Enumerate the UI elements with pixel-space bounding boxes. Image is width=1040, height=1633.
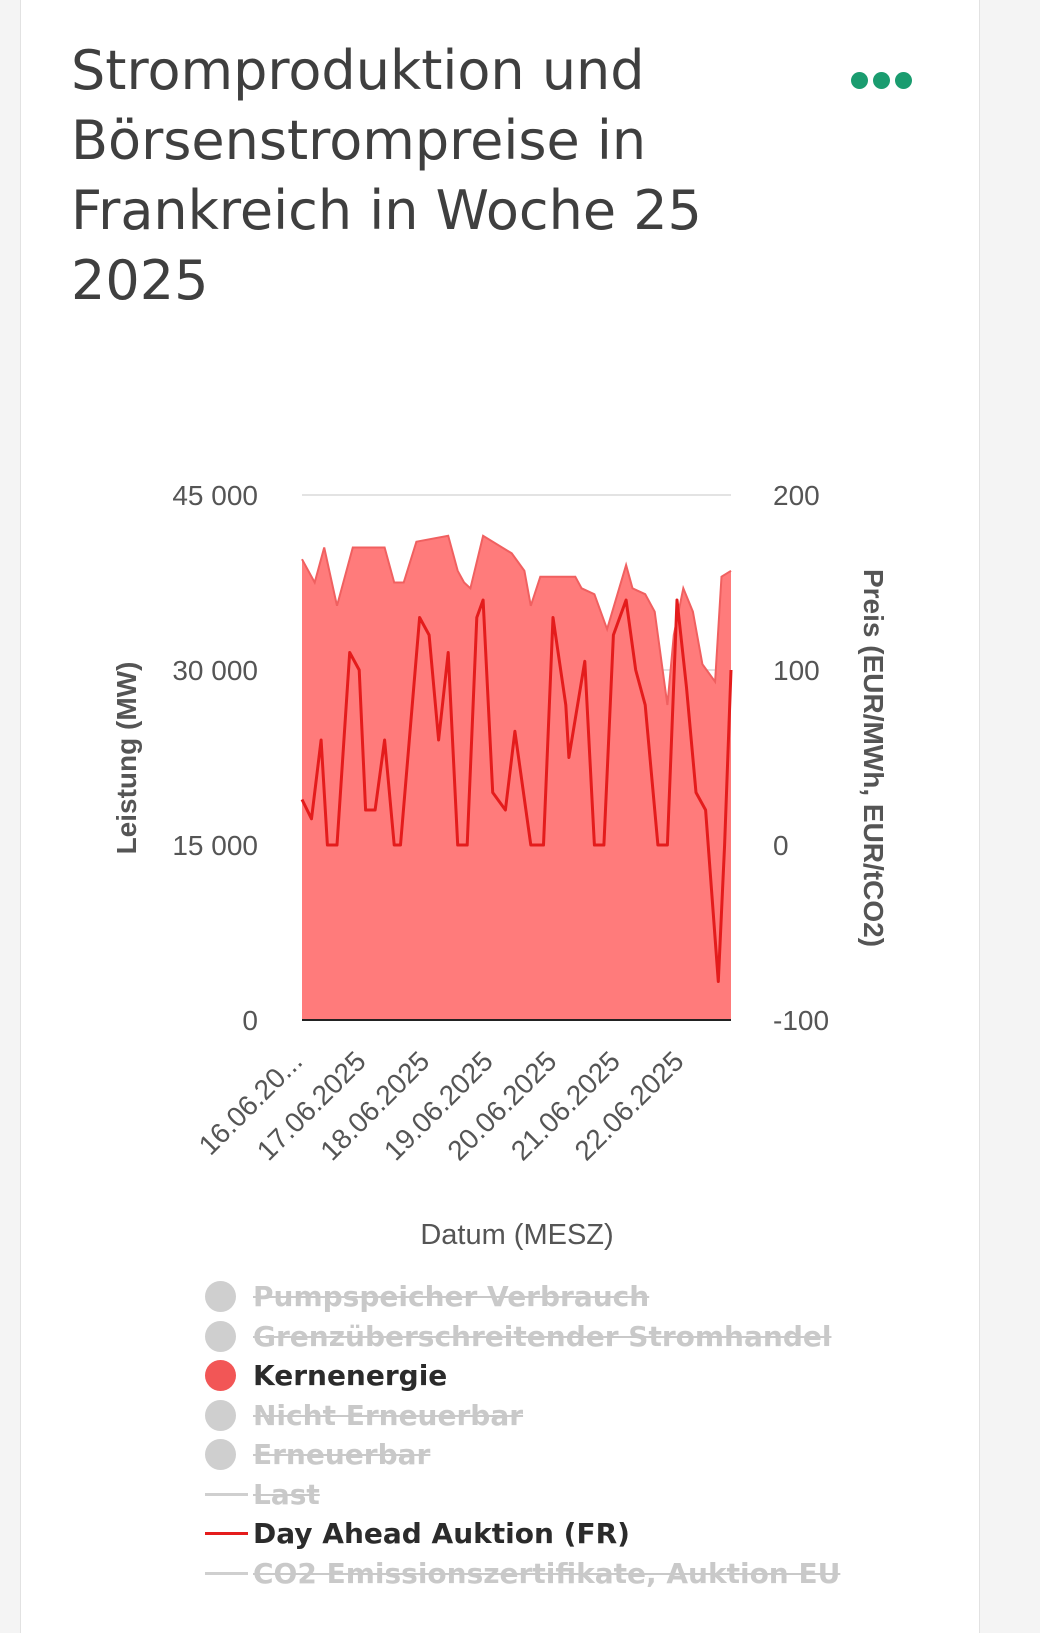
legend-line-icon [205, 1532, 248, 1536]
y2-tick-label: 0 [773, 830, 789, 861]
y-axis-title: Leistung (MW) [111, 662, 142, 855]
legend-line-icon [205, 1571, 248, 1575]
production-price-chart: 45 000 30 000 15 000 0 200 100 0 -100 Leistung (… [111, 480, 889, 1251]
legend-symbol [205, 1320, 253, 1352]
legend-symbol [205, 1439, 253, 1471]
legend-label: CO2 Emissionszertifikate, Auktion EU [253, 1556, 841, 1590]
day-ahead-price-line [300, 598, 733, 983]
y2-axis-title: Preis (EUR/MWh, EUR/tCO2) [858, 569, 889, 947]
y-tick-label: 0 [242, 1005, 258, 1036]
legend-label: Erneuerbar [253, 1438, 431, 1472]
more-horizontal-icon [873, 71, 890, 89]
y-tick-label: 15 000 [172, 830, 258, 861]
legend-label: Nicht Erneuerbar [253, 1398, 524, 1432]
legend-label: Day Ahead Auktion (FR) [253, 1517, 630, 1551]
legend-item[interactable]: Day Ahead Auktion (FR) [205, 1514, 945, 1554]
legend-label: Pumpspeicher Verbrauch [253, 1280, 650, 1314]
legend-symbol [205, 1281, 253, 1313]
more-horizontal-icon [895, 71, 912, 89]
kernenergie-area [302, 535, 731, 1020]
y2-tick-label: 200 [773, 480, 820, 511]
legend-dot-icon [205, 1360, 236, 1392]
x-axis-title: Datum (MESZ) [420, 1219, 613, 1251]
legend-label: Last [253, 1477, 320, 1511]
legend-symbol [205, 1571, 253, 1575]
legend-symbol [205, 1492, 253, 1496]
legend-dot-icon [205, 1320, 236, 1352]
more-horizontal-icon [851, 71, 868, 89]
legend-dot-icon [205, 1439, 236, 1471]
legend-dot-icon [205, 1399, 236, 1431]
y2-tick-label: -100 [773, 1005, 829, 1036]
legend-item[interactable]: Last [205, 1475, 945, 1515]
legend-symbol [205, 1532, 253, 1536]
y-tick-label: 30 000 [172, 655, 258, 686]
legend-item[interactable]: Erneuerbar [205, 1435, 945, 1475]
chart-title: Stromproduktion und Börsenstrompreise in… [71, 39, 702, 312]
legend-symbol [205, 1360, 253, 1392]
y2-tick-label: 100 [773, 655, 820, 686]
legend-item[interactable]: Kernenergie [205, 1356, 945, 1396]
legend-item[interactable]: Pumpspeicher Verbrauch [205, 1277, 945, 1317]
legend-item[interactable]: Nicht Erneuerbar [205, 1396, 945, 1436]
chart-legend: Pumpspeicher Verbrauch Grenzüberschreiten… [205, 1277, 945, 1593]
legend-label: Kernenergie [253, 1359, 448, 1393]
legend-label: Grenzüberschreitender Stromhandel [253, 1319, 832, 1353]
legend-dot-icon [205, 1281, 236, 1313]
legend-item[interactable]: Grenzüberschreitender Stromhandel [205, 1317, 945, 1357]
legend-line-icon [205, 1492, 248, 1496]
chart-card: Stromproduktion und Börsenstrompreise in… [20, 0, 980, 1633]
y-tick-label: 45 000 [172, 480, 258, 511]
legend-item[interactable]: CO2 Emissionszertifikate, Auktion EU [205, 1554, 945, 1594]
more-options-button[interactable] [851, 68, 921, 92]
legend-symbol [205, 1399, 253, 1431]
